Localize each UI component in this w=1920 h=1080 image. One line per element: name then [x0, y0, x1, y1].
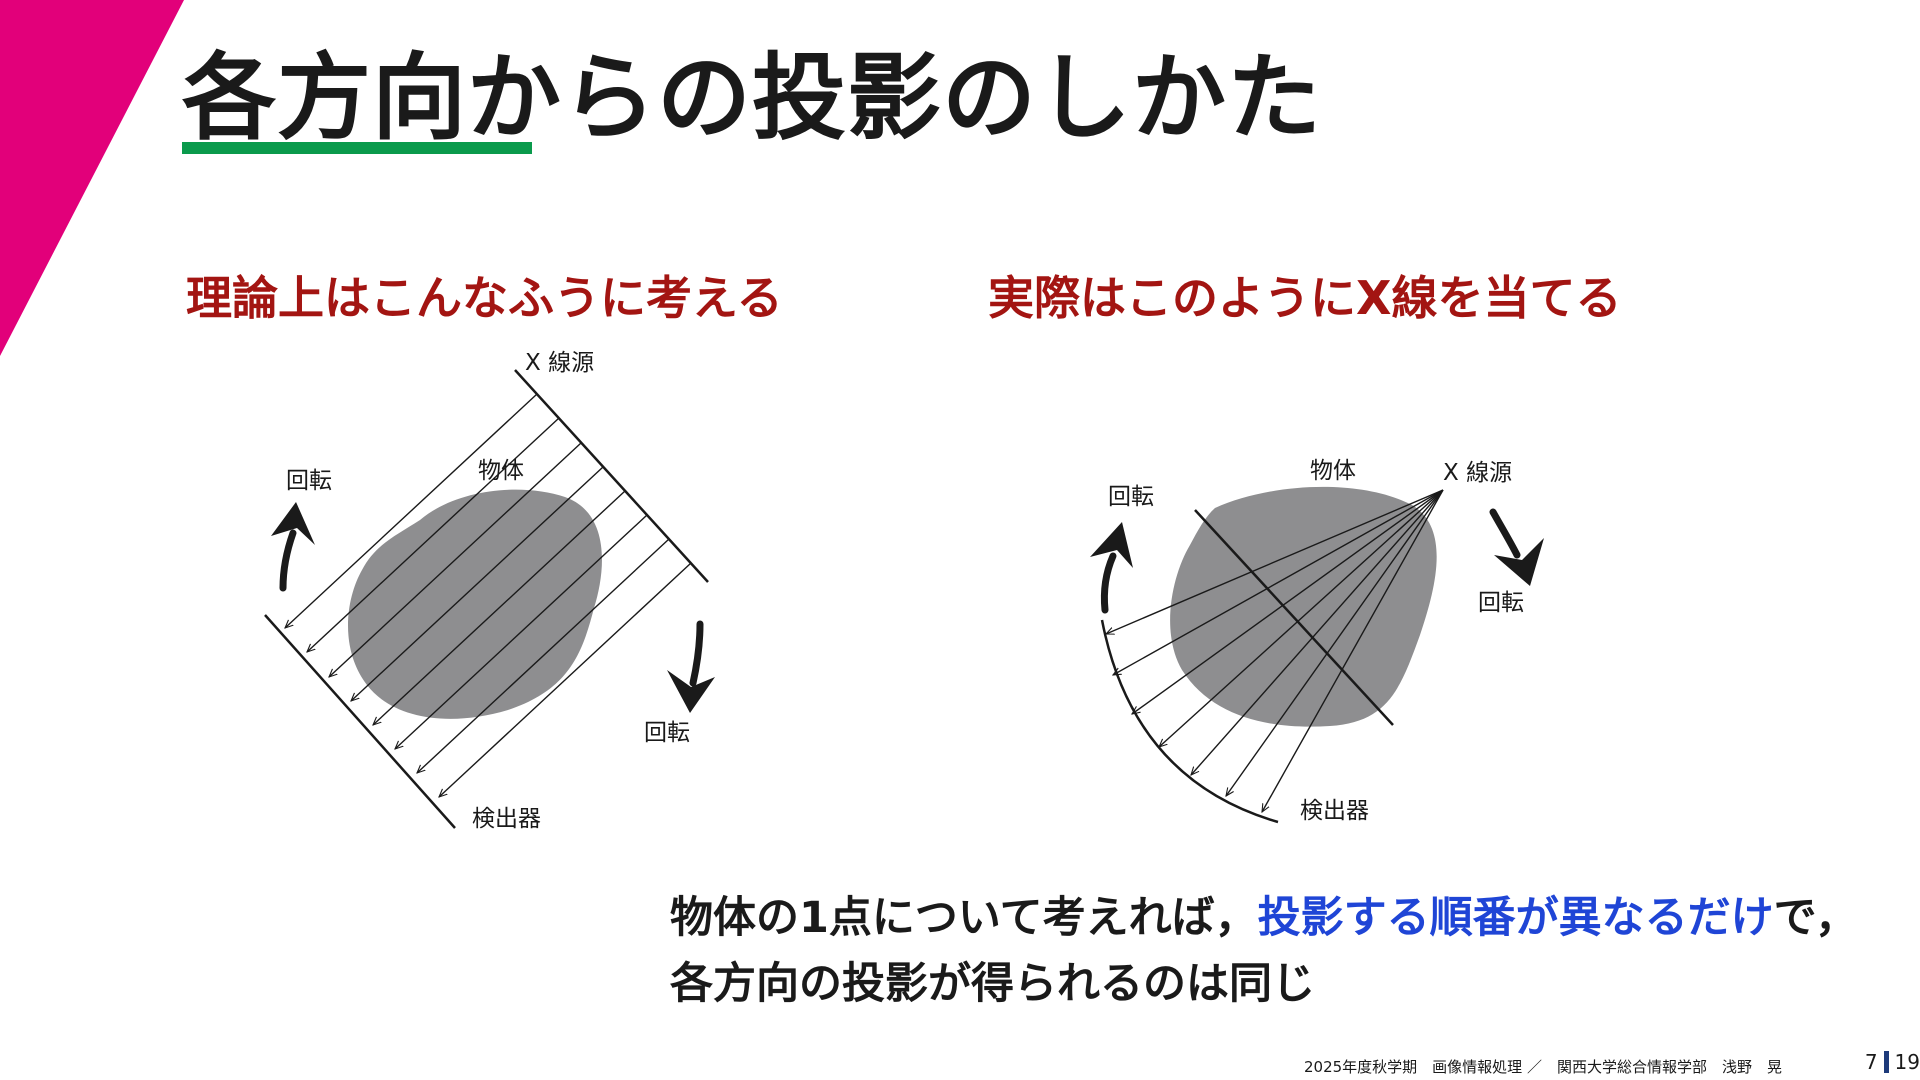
rotate-arrow-up-icon: [271, 502, 315, 592]
rotate-label-bottom: 回転: [644, 720, 690, 746]
object-label: 物体: [478, 458, 524, 484]
fan-beam-diagram: 物体 X 線源 回転 回転 検出器: [1090, 458, 1544, 824]
right-heading: 実際はこのようにX線を当てる: [988, 271, 1622, 325]
page-current: 7: [1864, 1050, 1878, 1074]
detector-label: 検出器: [1300, 798, 1369, 824]
rotate-arrow-down-icon: [1489, 508, 1544, 586]
parallel-rays: [285, 393, 692, 797]
summary-line1-suffix: で，: [1773, 893, 1858, 943]
accent-triangle: [0, 0, 184, 356]
summary-line-1: 物体の1点について考えれば，投影する順番が異なるだけで，: [670, 885, 1858, 951]
xray-source-line: [514, 369, 709, 583]
left-heading: 理論上はこんなふうに考える: [186, 271, 783, 325]
summary-line-2: 各方向の投影が得られるのは同じ: [670, 959, 1315, 1009]
detector-label: 検出器: [472, 806, 541, 832]
summary-highlight: 投影する順番が異なるだけ: [1257, 893, 1774, 943]
rotate-arrow-down-icon: [667, 620, 715, 713]
rotate-label-top: 回転: [286, 468, 332, 494]
page-separator: [1883, 1051, 1889, 1073]
summary-text: 物体の1点について考えれば，投影する順番が異なるだけで， 各方向の投影が得られる…: [670, 885, 1858, 1017]
object-shape: [348, 489, 602, 719]
object-shape: [1170, 486, 1437, 727]
source-label: X 線源: [525, 350, 594, 376]
fan-rays: [1106, 489, 1444, 812]
slide-title: 各方向からの投影のしかた: [182, 44, 1323, 153]
source-label: X 線源: [1443, 460, 1512, 486]
footer-course-info: 2025年度秋学期 画像情報処理 ／ 関西大学総合情報学部 浅野 晃: [1304, 1058, 1782, 1076]
rotate-label-left: 回転: [1108, 484, 1154, 510]
rotate-arrow-up-icon: [1090, 522, 1133, 614]
page-total: 19: [1894, 1050, 1920, 1074]
detector-line: [264, 614, 456, 829]
summary-line1-prefix: 物体の1点について考えれば，: [670, 893, 1258, 943]
detector-arc: [1100, 619, 1279, 824]
parallel-beam-diagram: X 線源 物体 回転 回転 検出器: [264, 350, 715, 832]
title-underline: [182, 142, 532, 154]
rotate-label-right: 回転: [1478, 590, 1524, 616]
object-label: 物体: [1310, 458, 1356, 484]
page-indicator: 7 19: [1865, 1050, 1920, 1074]
rotation-axis-line: [1194, 509, 1394, 726]
